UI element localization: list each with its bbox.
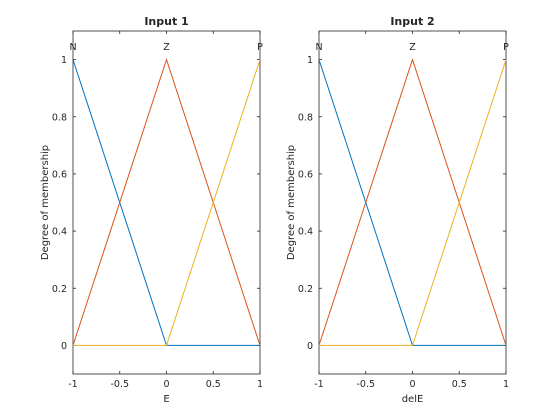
- x-tick-label: 0: [409, 379, 415, 390]
- x-axis-label: E: [163, 394, 169, 405]
- x-tick-label: -0.5: [110, 379, 129, 390]
- axes-box: [72, 30, 261, 375]
- x-tick-label: -0.5: [356, 379, 375, 390]
- y-tick-label: 0.6: [298, 169, 313, 180]
- y-tick-label: 0.4: [298, 227, 313, 238]
- membership-label-P: P: [257, 42, 263, 53]
- series-line-N: [72, 59, 260, 346]
- x-tick-label: 1: [503, 379, 509, 390]
- y-tick-label: 1: [61, 55, 67, 66]
- y-tick-label: 0.2: [52, 284, 67, 295]
- y-tick-label: 0.4: [52, 227, 67, 238]
- membership-label-N: N: [315, 42, 322, 53]
- chart-title: Input 1: [144, 15, 188, 28]
- y-tick-label: 0.8: [52, 112, 67, 123]
- x-tick-label: -1: [68, 379, 77, 390]
- x-tick-label: 0.5: [452, 379, 467, 390]
- y-tick-label: 0: [61, 341, 67, 352]
- membership-label-Z: Z: [163, 42, 170, 53]
- y-tick-label: 0.6: [52, 169, 67, 180]
- x-axis-label: delE: [402, 394, 424, 405]
- x-tick-label: 0.5: [206, 379, 221, 390]
- membership-label-N: N: [69, 42, 76, 53]
- y-tick-label: 1: [307, 55, 313, 66]
- membership-label-Z: Z: [409, 42, 416, 53]
- membership-label-P: P: [503, 42, 509, 53]
- series-line-N: [318, 59, 506, 346]
- chart-panel-2: Input 2 -1 -0.5 0 0.5 1 0 0.2 0.4 0.6 0.8 1 delE Degr…: [286, 15, 509, 405]
- y-tick-label: 0: [307, 341, 313, 352]
- y-axis-label: Degree of membership: [40, 145, 51, 260]
- y-tick-label: 0.8: [298, 112, 313, 123]
- series-line-P: [319, 59, 507, 346]
- x-tick-label: 1: [257, 379, 263, 390]
- series-line-Z: [72, 57, 261, 346]
- series-line-Z: [318, 57, 507, 346]
- series-line-P: [73, 59, 261, 346]
- axes-box: [318, 30, 507, 375]
- y-tick-label: 0.2: [298, 284, 313, 295]
- x-tick-label: -1: [314, 379, 323, 390]
- chart-panel-1: Input 1 -1 -0.5 0 0.5 1 0 0.2 0.4 0.6 0.8 1 E Degree …: [40, 15, 263, 405]
- y-axis-label: Degree of membership: [286, 145, 297, 260]
- chart-title: Input 2: [390, 15, 434, 28]
- x-tick-label: 0: [163, 379, 169, 390]
